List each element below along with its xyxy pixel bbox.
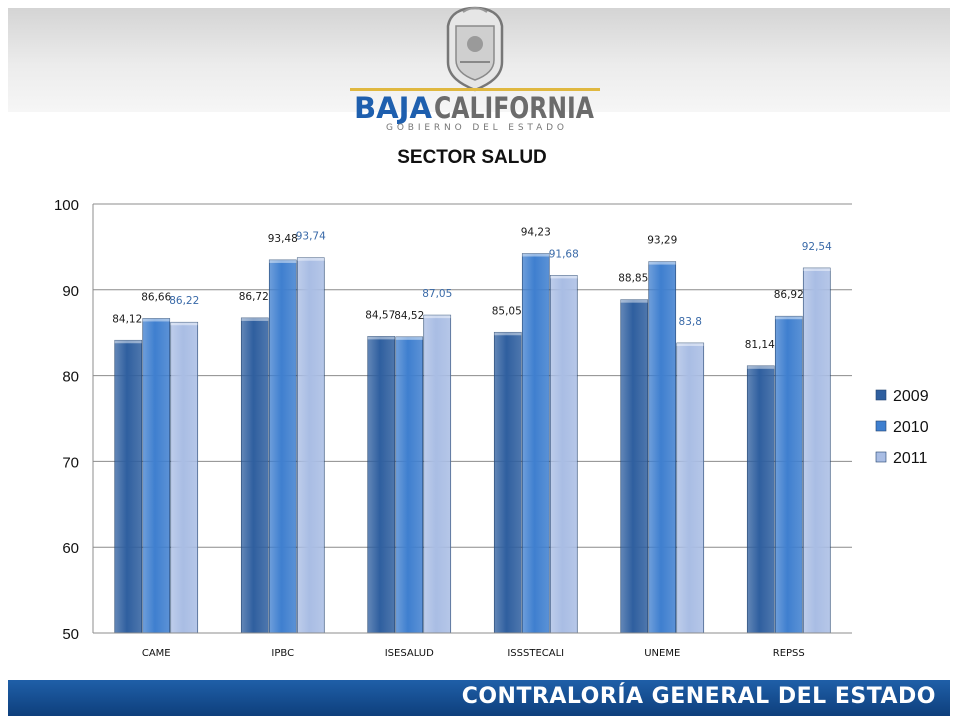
bar-issstecali-2011: [549, 275, 578, 634]
bar-issstecali-2009: [493, 331, 522, 634]
x-tick-label: ISESALUD: [385, 648, 434, 659]
bar-isesalud-2011: [423, 314, 452, 634]
legend: 2009 2010 2011: [875, 388, 929, 467]
bar-repss-2010: [774, 315, 803, 634]
bar-ipbc-2010: [268, 259, 297, 634]
logo-sub: GOBIERNO DEL ESTADO: [386, 123, 564, 132]
y-tick-label: 50: [62, 626, 79, 643]
legend-swatch-2010: [875, 420, 887, 432]
x-tick-label: REPSS: [773, 648, 805, 659]
bar-cap: [114, 340, 142, 344]
bar-cap: [395, 336, 423, 340]
data-label: 84,12: [112, 313, 142, 325]
bar-uneme-2011: [676, 342, 705, 634]
gridlines: [93, 203, 852, 634]
bar-came-2010: [142, 318, 171, 634]
bar-ipbc-2009: [240, 317, 269, 634]
data-label: 87,05: [422, 288, 452, 300]
data-label: 93,74: [296, 231, 326, 243]
x-tick-label: UNEME: [644, 648, 680, 659]
y-tick-label: 70: [62, 454, 79, 471]
legend-swatch-2011: [875, 451, 887, 463]
data-label: 85,05: [492, 305, 522, 317]
bar-cap: [423, 315, 451, 319]
data-label: 92,54: [802, 241, 832, 253]
logo-main-left: BAJA: [354, 91, 433, 125]
bar-cap: [297, 257, 325, 261]
y-tick-label: 80: [62, 369, 79, 386]
bar-cap: [803, 268, 831, 272]
bar-cap: [648, 261, 676, 265]
bar-cap: [775, 316, 803, 320]
bar-cap: [676, 342, 704, 346]
legend-label-2011: 2011: [893, 450, 928, 467]
x-tick-label: IPBC: [271, 648, 294, 659]
y-tick-label: 100: [54, 197, 79, 214]
bar-isesalud-2010: [395, 336, 424, 634]
y-tick-label: 90: [62, 283, 79, 300]
data-label: 84,52: [394, 310, 424, 322]
bar-cap: [367, 336, 395, 340]
x-tick-label: CAME: [142, 648, 171, 659]
bar-cap: [522, 253, 550, 257]
footer-title: CONTRALORÍA GENERAL DEL ESTADO: [461, 684, 936, 709]
y-axis: 50 60 70 80 90 100: [54, 197, 94, 643]
chart-title: SECTOR SALUD: [397, 147, 547, 168]
bar-isesalud-2009: [367, 336, 396, 634]
bar-cap: [620, 299, 648, 303]
x-axis: CAME IPBC ISESALUD ISSSTECALI UNEME REPSS: [93, 632, 852, 659]
bar-repss-2009: [746, 365, 775, 634]
bar-cap: [269, 259, 297, 263]
data-label: 86,72: [239, 291, 269, 303]
logo-main-right: CALIFORNIA: [434, 91, 594, 125]
data-label: 86,22: [169, 295, 199, 307]
y-tick-label: 60: [62, 540, 79, 557]
legend-label-2010: 2010: [893, 419, 929, 436]
bar-cap: [170, 322, 198, 326]
bar-uneme-2009: [620, 299, 649, 634]
bar-cap: [747, 365, 775, 369]
x-tick-label: ISSSTECALI: [507, 648, 564, 659]
data-label: 84,57: [365, 309, 395, 321]
bar-cap: [142, 318, 170, 322]
data-label: 81,14: [745, 339, 775, 351]
bar-repss-2011: [802, 267, 831, 634]
data-label: 83,8: [679, 316, 702, 328]
footer-band: CONTRALORÍA GENERAL DEL ESTADO: [8, 680, 950, 716]
bars: [114, 253, 831, 634]
bar-cap: [494, 332, 522, 336]
data-label: 88,85: [618, 273, 648, 285]
data-label: 91,68: [549, 248, 579, 260]
baja-california-logo: BAJA CALIFORNIA GOBIERNO DEL ESTADO: [350, 6, 600, 132]
bar-cap: [241, 317, 269, 321]
bar-came-2011: [170, 321, 199, 634]
legend-label-2009: 2009: [893, 388, 929, 405]
data-label: 93,48: [268, 233, 298, 245]
data-label: 86,66: [141, 291, 171, 303]
bar-uneme-2010: [648, 261, 677, 634]
data-label: 93,29: [647, 235, 677, 247]
data-label: 94,23: [521, 227, 551, 239]
bar-ipbc-2011: [296, 257, 325, 634]
bar-issstecali-2010: [521, 253, 550, 634]
bar-came-2009: [114, 339, 143, 634]
legend-swatch-2009: [875, 389, 887, 401]
bar-cap: [550, 275, 578, 279]
data-label: 86,92: [774, 289, 804, 301]
